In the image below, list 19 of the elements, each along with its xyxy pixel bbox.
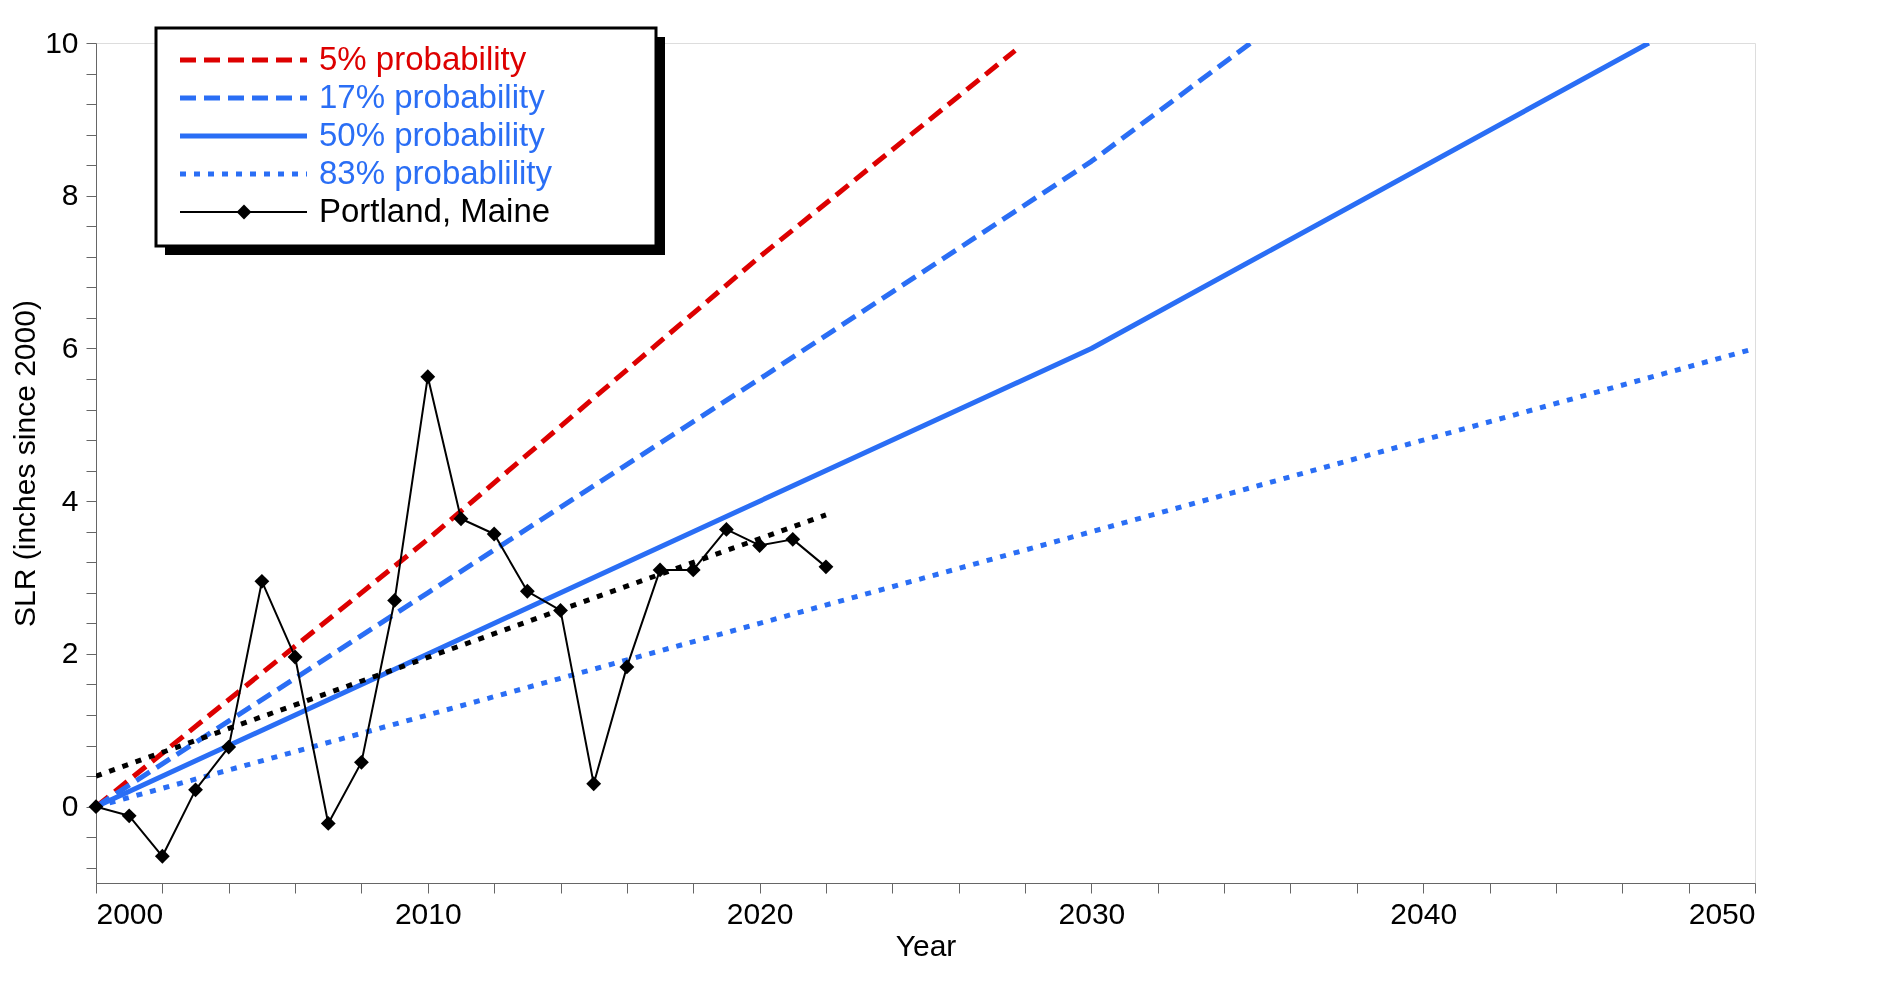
y-tick-label: 2 [61, 636, 79, 670]
x-axis-title: Year [895, 928, 957, 962]
y-tick-label: 6 [61, 330, 79, 364]
x-tick-label: 2000 [96, 896, 164, 930]
y-tick-label: 0 [61, 789, 79, 823]
x-tick-label: 2030 [1058, 896, 1126, 930]
legend-label: 83% probablility [319, 154, 553, 191]
y-tick-label: 4 [61, 483, 79, 517]
y-axis-title: SLR (inches since 2000) [8, 300, 42, 627]
legend-label: 17% probability [319, 78, 546, 115]
x-tick-label: 2050 [1688, 896, 1756, 930]
legend-label: 5% probability [319, 40, 527, 77]
x-tick-label: 2010 [394, 896, 462, 930]
legend-label: 50% probability [319, 116, 546, 153]
y-tick-label: 8 [61, 178, 79, 212]
x-tick-label: 2040 [1390, 896, 1458, 930]
x-tick-label: 2020 [726, 896, 794, 930]
legend-label: Portland, Maine [319, 192, 551, 229]
y-tick-label: 10 [45, 25, 79, 59]
